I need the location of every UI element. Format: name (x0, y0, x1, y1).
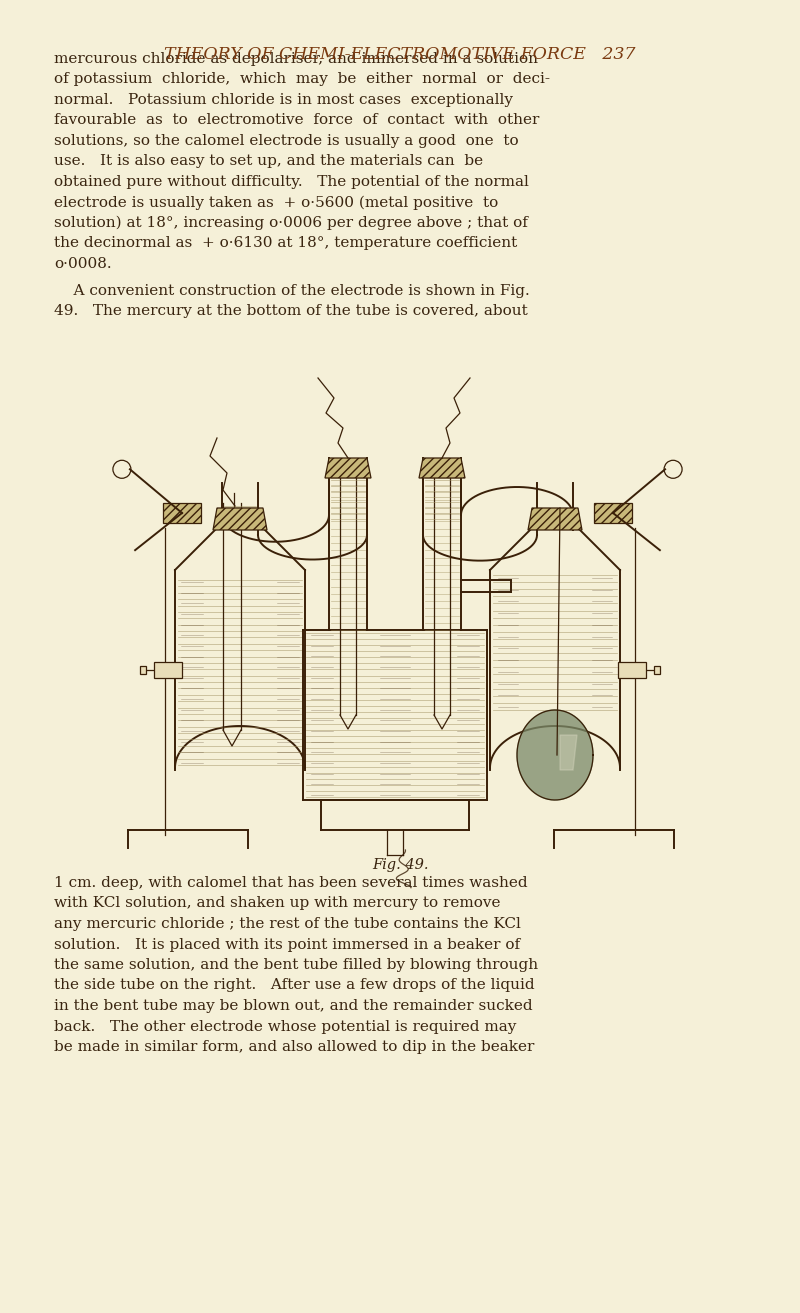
Polygon shape (213, 508, 267, 530)
Polygon shape (140, 666, 146, 674)
Text: electrode is usually taken as  + o·5600 (metal positive  to: electrode is usually taken as + o·5600 (… (54, 196, 498, 210)
Polygon shape (163, 503, 201, 523)
Text: A convenient construction of the electrode is shown in Fig.: A convenient construction of the electro… (54, 284, 530, 298)
Polygon shape (517, 710, 593, 800)
Text: THEORY OF CHEMI-ELECTROMOTIVE FORCE   237: THEORY OF CHEMI-ELECTROMOTIVE FORCE 237 (164, 46, 636, 63)
Text: 49.   The mercury at the bottom of the tube is covered, about: 49. The mercury at the bottom of the tub… (54, 305, 528, 318)
Polygon shape (419, 458, 465, 478)
Polygon shape (618, 662, 646, 678)
Polygon shape (560, 735, 577, 769)
Text: of potassium  chloride,  which  may  be  either  normal  or  deci-: of potassium chloride, which may be eith… (54, 72, 550, 87)
Text: use.   It is also easy to set up, and the materials can  be: use. It is also easy to set up, and the … (54, 155, 483, 168)
Text: o·0008.: o·0008. (54, 257, 112, 270)
Polygon shape (154, 662, 182, 678)
Text: with KCl solution, and shaken up with mercury to remove: with KCl solution, and shaken up with me… (54, 897, 501, 910)
Polygon shape (528, 508, 582, 530)
Text: any mercuric chloride ; the rest of the tube contains the KCl: any mercuric chloride ; the rest of the … (54, 916, 521, 931)
Text: normal.   Potassium chloride is in most cases  exceptionally: normal. Potassium chloride is in most ca… (54, 93, 513, 106)
Polygon shape (654, 666, 660, 674)
Text: the side tube on the right.   After use a few drops of the liquid: the side tube on the right. After use a … (54, 978, 534, 993)
Text: solution) at 18°, increasing o·0006 per degree above ; that of: solution) at 18°, increasing o·0006 per … (54, 217, 528, 230)
Text: the decinormal as  + o·6130 at 18°, temperature coefficient: the decinormal as + o·6130 at 18°, tempe… (54, 236, 518, 251)
Text: solutions, so the calomel electrode is usually a good  one  to: solutions, so the calomel electrode is u… (54, 134, 518, 148)
Text: obtained pure without difficulty.   The potential of the normal: obtained pure without difficulty. The po… (54, 175, 529, 189)
Text: in the bent tube may be blown out, and the remainder sucked: in the bent tube may be blown out, and t… (54, 999, 533, 1014)
Polygon shape (325, 458, 371, 478)
Text: solution.   It is placed with its point immersed in a beaker of: solution. It is placed with its point im… (54, 937, 520, 952)
Text: Fig. 49.: Fig. 49. (372, 857, 428, 872)
Text: the same solution, and the bent tube filled by blowing through: the same solution, and the bent tube fil… (54, 958, 538, 972)
Text: favourable  as  to  electromotive  force  of  contact  with  other: favourable as to electromotive force of … (54, 113, 539, 127)
Polygon shape (594, 503, 632, 523)
Text: back.   The other electrode whose potential is required may: back. The other electrode whose potentia… (54, 1019, 516, 1033)
Text: mercurous chloride as depolariser, and immersed in a solution: mercurous chloride as depolariser, and i… (54, 53, 538, 66)
Text: be made in similar form, and also allowed to dip in the beaker: be made in similar form, and also allowe… (54, 1040, 534, 1054)
Text: 1 cm. deep, with calomel that has been several times washed: 1 cm. deep, with calomel that has been s… (54, 876, 528, 890)
